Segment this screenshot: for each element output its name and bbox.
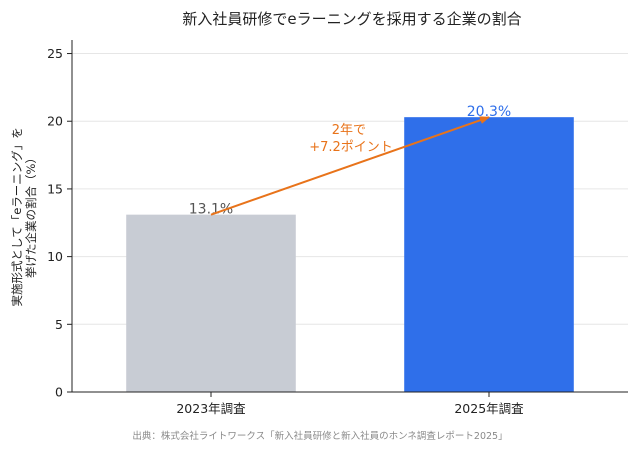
y-axis-label-line2: 挙げた企業の割合（%）	[24, 152, 38, 278]
bar	[404, 117, 574, 393]
y-axis-label-line1: 実施形式として「eラーニング」を	[10, 127, 24, 306]
x-tick-label: 2023年調査	[176, 401, 246, 416]
bar	[126, 214, 296, 392]
y-tick-label: 5	[55, 317, 63, 332]
y-tick-label: 0	[55, 385, 63, 400]
annotation-arrow	[210, 116, 490, 216]
x-tick-label: 2025年調査	[454, 401, 524, 416]
value-label: 13.1%	[189, 202, 233, 218]
y-tick-label: 10	[47, 249, 63, 264]
y-axis-label: 実施形式として「eラーニング」を 挙げた企業の割合（%）	[10, 124, 38, 307]
y-tick-label: 25	[47, 46, 63, 61]
bars	[126, 117, 574, 393]
chart-title: 新入社員研修でeラーニングを採用する企業の割合	[182, 10, 521, 28]
source-note: 出典：株式会社ライトワークス「新入社員研修と新入社員のホンネ調査レポート2025…	[132, 430, 507, 442]
annotation-line2: +7.2ポイント	[309, 140, 393, 155]
annotation-text: 2年で +7.2ポイント	[309, 123, 393, 155]
value-labels: 13.1% 20.3%	[189, 104, 511, 217]
x-axis-ticks: 2023年調査 2025年調査	[176, 392, 524, 416]
y-tick-label: 20	[47, 114, 63, 129]
value-label: 20.3%	[467, 104, 511, 120]
y-axis-ticks: 0 5 10 15 20 25	[47, 46, 72, 400]
y-tick-label: 15	[47, 181, 63, 196]
annotation-line1: 2年で	[332, 123, 366, 138]
